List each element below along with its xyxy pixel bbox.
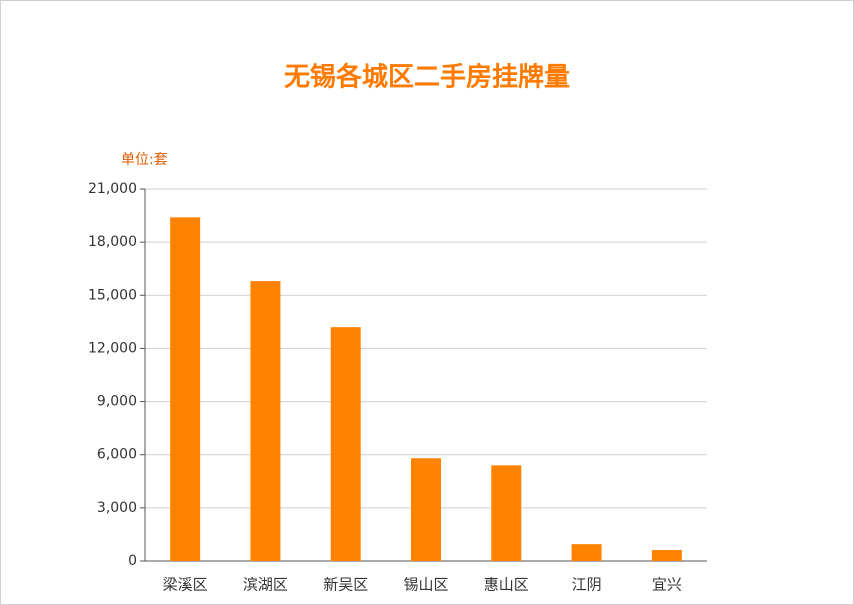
y-tick-label: 15,000 <box>88 287 137 303</box>
bar <box>170 217 201 562</box>
y-tick-label: 18,000 <box>88 234 137 250</box>
bar <box>571 544 602 561</box>
y-axis-label: 单位:套 <box>121 152 168 168</box>
bar <box>491 465 522 561</box>
x-tick-label: 梁溪区 <box>163 576 208 594</box>
x-tick-label: 江阴 <box>572 576 602 594</box>
y-tick-label: 6,000 <box>97 447 137 463</box>
chart-title: 无锡各城区二手房挂牌量 <box>284 62 570 93</box>
bar <box>411 458 441 561</box>
x-tick-label: 宜兴 <box>652 576 682 594</box>
bar <box>250 281 281 561</box>
bar <box>330 327 361 561</box>
x-tick-label: 滨湖区 <box>243 576 288 594</box>
x-tick-label: 锡山区 <box>403 576 448 594</box>
x-tick-label: 新吴区 <box>323 576 368 594</box>
x-tick-label: 惠山区 <box>484 576 529 594</box>
bar <box>651 550 682 561</box>
y-tick-label: 9,000 <box>97 394 137 410</box>
y-tick-label: 12,000 <box>88 340 137 356</box>
y-tick-label: 21,000 <box>88 181 137 197</box>
y-tick-label: 0 <box>128 553 137 569</box>
y-tick-label: 3,000 <box>97 500 137 516</box>
